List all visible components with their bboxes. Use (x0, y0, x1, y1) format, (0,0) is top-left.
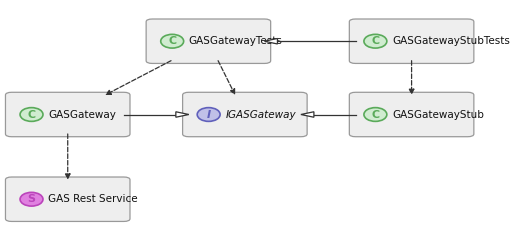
Text: S: S (28, 194, 35, 204)
FancyBboxPatch shape (349, 92, 474, 137)
Ellipse shape (364, 34, 387, 48)
Text: IGASGateway: IGASGateway (226, 109, 296, 120)
Polygon shape (301, 112, 314, 117)
Ellipse shape (161, 34, 184, 48)
FancyBboxPatch shape (6, 92, 130, 137)
FancyBboxPatch shape (6, 177, 130, 221)
Polygon shape (265, 38, 278, 44)
Ellipse shape (197, 108, 220, 121)
Text: C: C (28, 109, 35, 120)
Ellipse shape (364, 108, 387, 121)
Text: GASGatewayTests: GASGatewayTests (189, 36, 283, 46)
Text: GASGatewayStubTests: GASGatewayStubTests (392, 36, 510, 46)
FancyBboxPatch shape (349, 19, 474, 63)
Text: GASGatewayStub: GASGatewayStub (392, 109, 484, 120)
Ellipse shape (20, 108, 43, 121)
FancyBboxPatch shape (146, 19, 271, 63)
Ellipse shape (20, 192, 43, 206)
Text: C: C (168, 36, 176, 46)
FancyBboxPatch shape (182, 92, 307, 137)
Polygon shape (176, 112, 189, 117)
Text: I: I (207, 109, 210, 120)
Text: GAS Rest Service: GAS Rest Service (48, 194, 138, 204)
Text: C: C (371, 36, 379, 46)
Text: C: C (371, 109, 379, 120)
Text: GASGateway: GASGateway (48, 109, 116, 120)
